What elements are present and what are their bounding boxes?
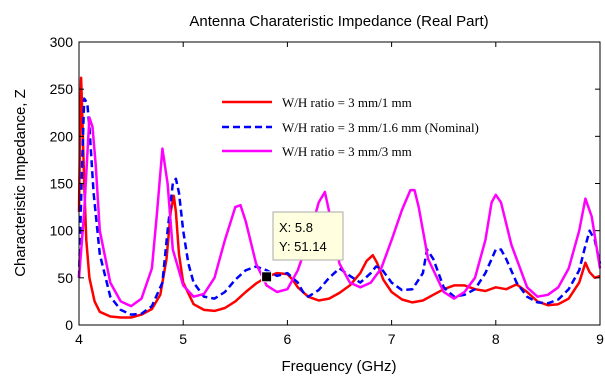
y-tick-label: 250 bbox=[50, 81, 74, 97]
y-tick-label: 50 bbox=[57, 270, 73, 286]
x-tick-label: 4 bbox=[75, 331, 83, 347]
y-tick-label: 150 bbox=[50, 176, 74, 192]
x-axis-ticks: 4 5 6 7 8 9 bbox=[75, 42, 604, 347]
legend-label-series-3: W/H ratio = 3 mm/3 mm bbox=[282, 144, 412, 159]
datatip-box bbox=[272, 211, 344, 261]
x-axis-label: Frequency (GHz) bbox=[281, 358, 396, 375]
datatip-y-text: Y: 51.14 bbox=[279, 239, 327, 254]
series-line-3 bbox=[77, 116, 602, 308]
y-tick-label: 200 bbox=[50, 128, 74, 144]
legend: W/H ratio = 3 mm/1 mm W/H ratio = 3 mm/1… bbox=[222, 95, 479, 159]
y-tick-label: 0 bbox=[65, 317, 73, 333]
y-axis-ticks: 0 50 100 150 200 250 300 bbox=[50, 34, 600, 333]
chart-title: Antenna Charateristic Impedance (Real Pa… bbox=[189, 13, 488, 30]
x-tick-label: 8 bbox=[492, 331, 500, 347]
x-tick-label: 7 bbox=[388, 331, 396, 347]
series-line-2 bbox=[77, 97, 602, 316]
legend-label-series-2: W/H ratio = 3 mm/1.6 mm (Nominal) bbox=[282, 120, 479, 135]
datatip: X: 5.8 Y: 51.14 bbox=[261, 211, 344, 283]
x-tick-label: 6 bbox=[284, 331, 292, 347]
legend-label-series-1: W/H ratio = 3 mm/1 mm bbox=[282, 95, 412, 110]
plot-area bbox=[79, 42, 600, 325]
y-tick-label: 100 bbox=[50, 223, 74, 239]
x-tick-label: 5 bbox=[179, 331, 187, 347]
x-tick-label: 9 bbox=[596, 331, 604, 347]
datatip-x-text: X: 5.8 bbox=[279, 220, 313, 235]
datatip-marker[interactable] bbox=[261, 271, 273, 283]
y-tick-label: 300 bbox=[50, 34, 74, 50]
y-axis-label: Characteristic Impedance, Z bbox=[12, 89, 29, 277]
series-group bbox=[77, 76, 602, 319]
